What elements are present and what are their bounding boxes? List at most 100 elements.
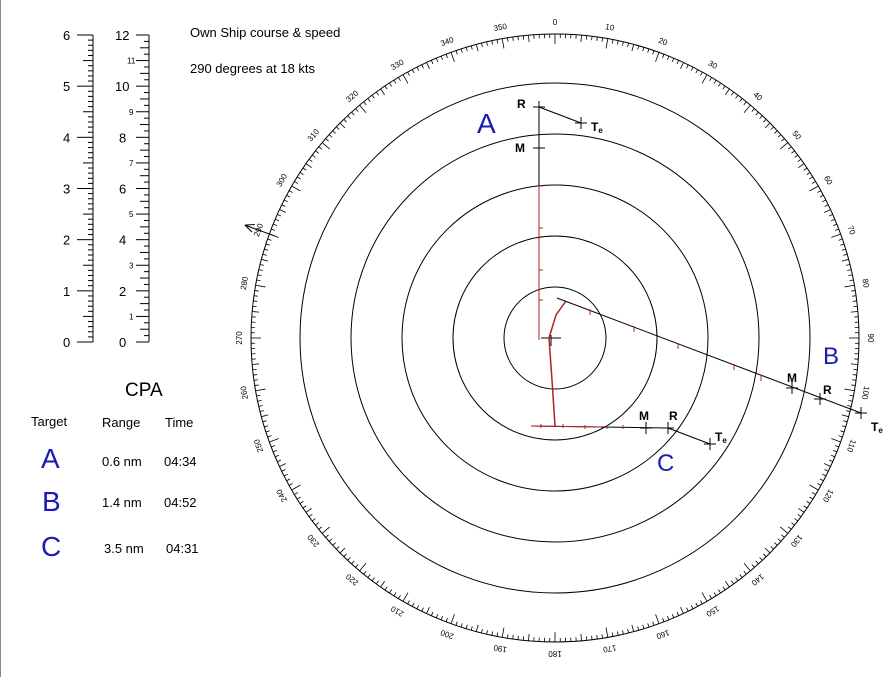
own-ship-track: [548, 300, 567, 427]
compass-tick: [781, 534, 785, 538]
compass-tick: [627, 628, 629, 634]
compass-tick: [622, 630, 624, 635]
compass-tick: [384, 586, 388, 591]
compass-tick: [308, 158, 313, 162]
compass-tick: [501, 38, 505, 49]
heading-arrow-icon: [244, 224, 253, 233]
compass-tick: [798, 163, 805, 168]
compass-tick: [430, 611, 434, 616]
compass-tick: [411, 69, 415, 74]
target-b-label: B: [823, 343, 839, 370]
compass-tick: [759, 115, 763, 119]
compass-tick: [833, 223, 838, 226]
compass-tick: [281, 469, 286, 472]
compass-tick: [596, 36, 598, 41]
compass-tick: [253, 379, 258, 381]
compass-tick: [735, 577, 739, 582]
scale-right-label: 2: [119, 284, 126, 299]
target-c-label: C: [657, 450, 674, 477]
compass-tick: [272, 450, 277, 453]
compass-tick: [774, 542, 778, 546]
own-ship-title: Own Ship course & speed: [190, 25, 340, 40]
compass-tick: [647, 48, 650, 53]
compass-tick: [601, 37, 603, 42]
compass-label: 0: [553, 18, 558, 27]
compass-tick: [779, 142, 789, 150]
compass-tick: [809, 185, 819, 192]
compass-tick: [475, 624, 479, 632]
compass-tick: [339, 547, 346, 554]
range-ring: [350, 133, 760, 543]
compass-tick: [779, 526, 789, 534]
scale-right-label: 0: [119, 335, 126, 350]
compass-label: 350: [493, 22, 508, 33]
cpa-title: CPA: [125, 380, 163, 401]
compass-tick: [601, 634, 603, 639]
compass-tick: [411, 602, 415, 607]
compass-tick: [470, 626, 473, 631]
compass-tick: [819, 194, 824, 198]
compass-tick: [501, 627, 505, 638]
compass-tick: [286, 478, 291, 482]
compass-tick: [402, 592, 409, 602]
compass-tick: [811, 181, 816, 184]
target-a-te-label-sub: e: [598, 126, 603, 135]
compass-tick: [849, 279, 854, 282]
compass-tick: [627, 42, 629, 48]
cpa-time: 04:34: [164, 454, 197, 469]
compass-tick: [256, 394, 261, 397]
compass-tick: [809, 496, 814, 500]
compass-tick: [407, 600, 410, 605]
compass-label: 160: [655, 628, 671, 641]
compass-tick: [528, 633, 530, 641]
compass-tick: [743, 562, 751, 572]
compass-tick: [822, 199, 827, 203]
compass-tick: [824, 204, 829, 207]
compass-tick: [831, 438, 841, 443]
compass-tick: [440, 55, 443, 60]
compass-label: 20: [657, 36, 669, 48]
compass-tick: [841, 414, 849, 418]
compass-tick: [809, 484, 819, 491]
compass-label: 50: [790, 129, 803, 142]
compass-label: 30: [707, 59, 720, 72]
compass-tick: [336, 546, 340, 550]
scale-right-minor-label: 3: [129, 261, 134, 270]
compass-tick: [662, 617, 665, 622]
compass-tick: [791, 522, 795, 526]
target-c-vector: [667, 427, 711, 445]
compass-tick: [486, 630, 488, 635]
compass-tick: [325, 138, 329, 142]
range-ring: [401, 184, 709, 492]
compass-tick: [848, 274, 853, 277]
compass-tick: [450, 52, 455, 62]
cpa-row: A 0.6 nm 04:34: [41, 443, 197, 474]
compass-tick: [803, 505, 808, 509]
compass-tick: [713, 79, 717, 84]
compass-tick: [845, 410, 851, 412]
compass-tick: [725, 581, 730, 588]
compass-tick: [676, 60, 680, 65]
compass-tick: [616, 40, 619, 45]
compass-tick: [809, 176, 814, 180]
compass-label: 130: [789, 533, 805, 549]
compass-tick: [803, 167, 808, 171]
compass-tick: [264, 425, 269, 428]
compass-tick: [731, 580, 735, 585]
compass-label: 300: [275, 172, 290, 189]
compass-label: 100: [860, 385, 871, 400]
target-b-te-label: Te: [871, 420, 883, 435]
scale-right-label: 6: [119, 182, 126, 197]
compass-tick: [850, 311, 858, 313]
compass-tick: [259, 410, 265, 412]
compass-tick: [642, 47, 645, 52]
compass-tick: [470, 45, 473, 50]
compass-tick: [755, 560, 759, 565]
compass-tick: [794, 154, 799, 158]
compass-tick: [255, 388, 266, 392]
target-b-m-label: M: [787, 371, 797, 385]
compass-tick: [339, 122, 346, 129]
compass-tick: [421, 607, 424, 612]
compass-tick: [496, 39, 499, 44]
target-a-r-label: R: [517, 97, 526, 111]
